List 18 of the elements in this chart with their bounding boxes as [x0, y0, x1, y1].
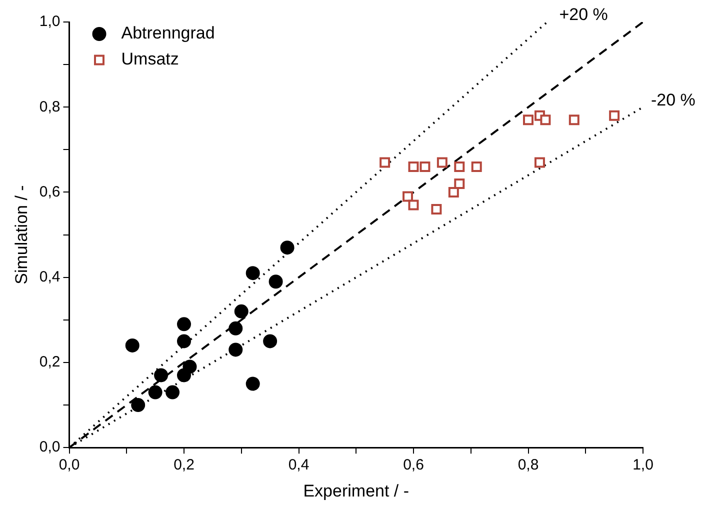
legend-label: Abtrenngrad	[121, 24, 215, 43]
x-tick-label: 0,8	[518, 456, 539, 474]
x-axis-title: Experiment / -	[303, 481, 410, 500]
x-tick-label: 0,6	[403, 456, 424, 474]
y-tick-label: 0,2	[39, 354, 60, 371]
x-tick-label: 0,0	[58, 456, 80, 474]
annotation: +20 %	[559, 5, 608, 24]
y-tick-label: 0,4	[39, 268, 60, 286]
y-tick-label: 0,6	[39, 183, 60, 200]
x-tick-label: 0,2	[174, 456, 194, 474]
annotation: -20 %	[651, 90, 696, 110]
x-tick-label: 0,4	[288, 456, 310, 474]
y-tick-label: 0,8	[39, 98, 60, 116]
x-tick-label: 1,0	[632, 456, 654, 474]
y-tick-label: 0,0	[39, 438, 60, 456]
y-tick-label: 1,0	[39, 13, 60, 30]
y-axis-title: Simulation / -	[12, 185, 31, 284]
legend-label: Umsatz	[121, 50, 179, 69]
